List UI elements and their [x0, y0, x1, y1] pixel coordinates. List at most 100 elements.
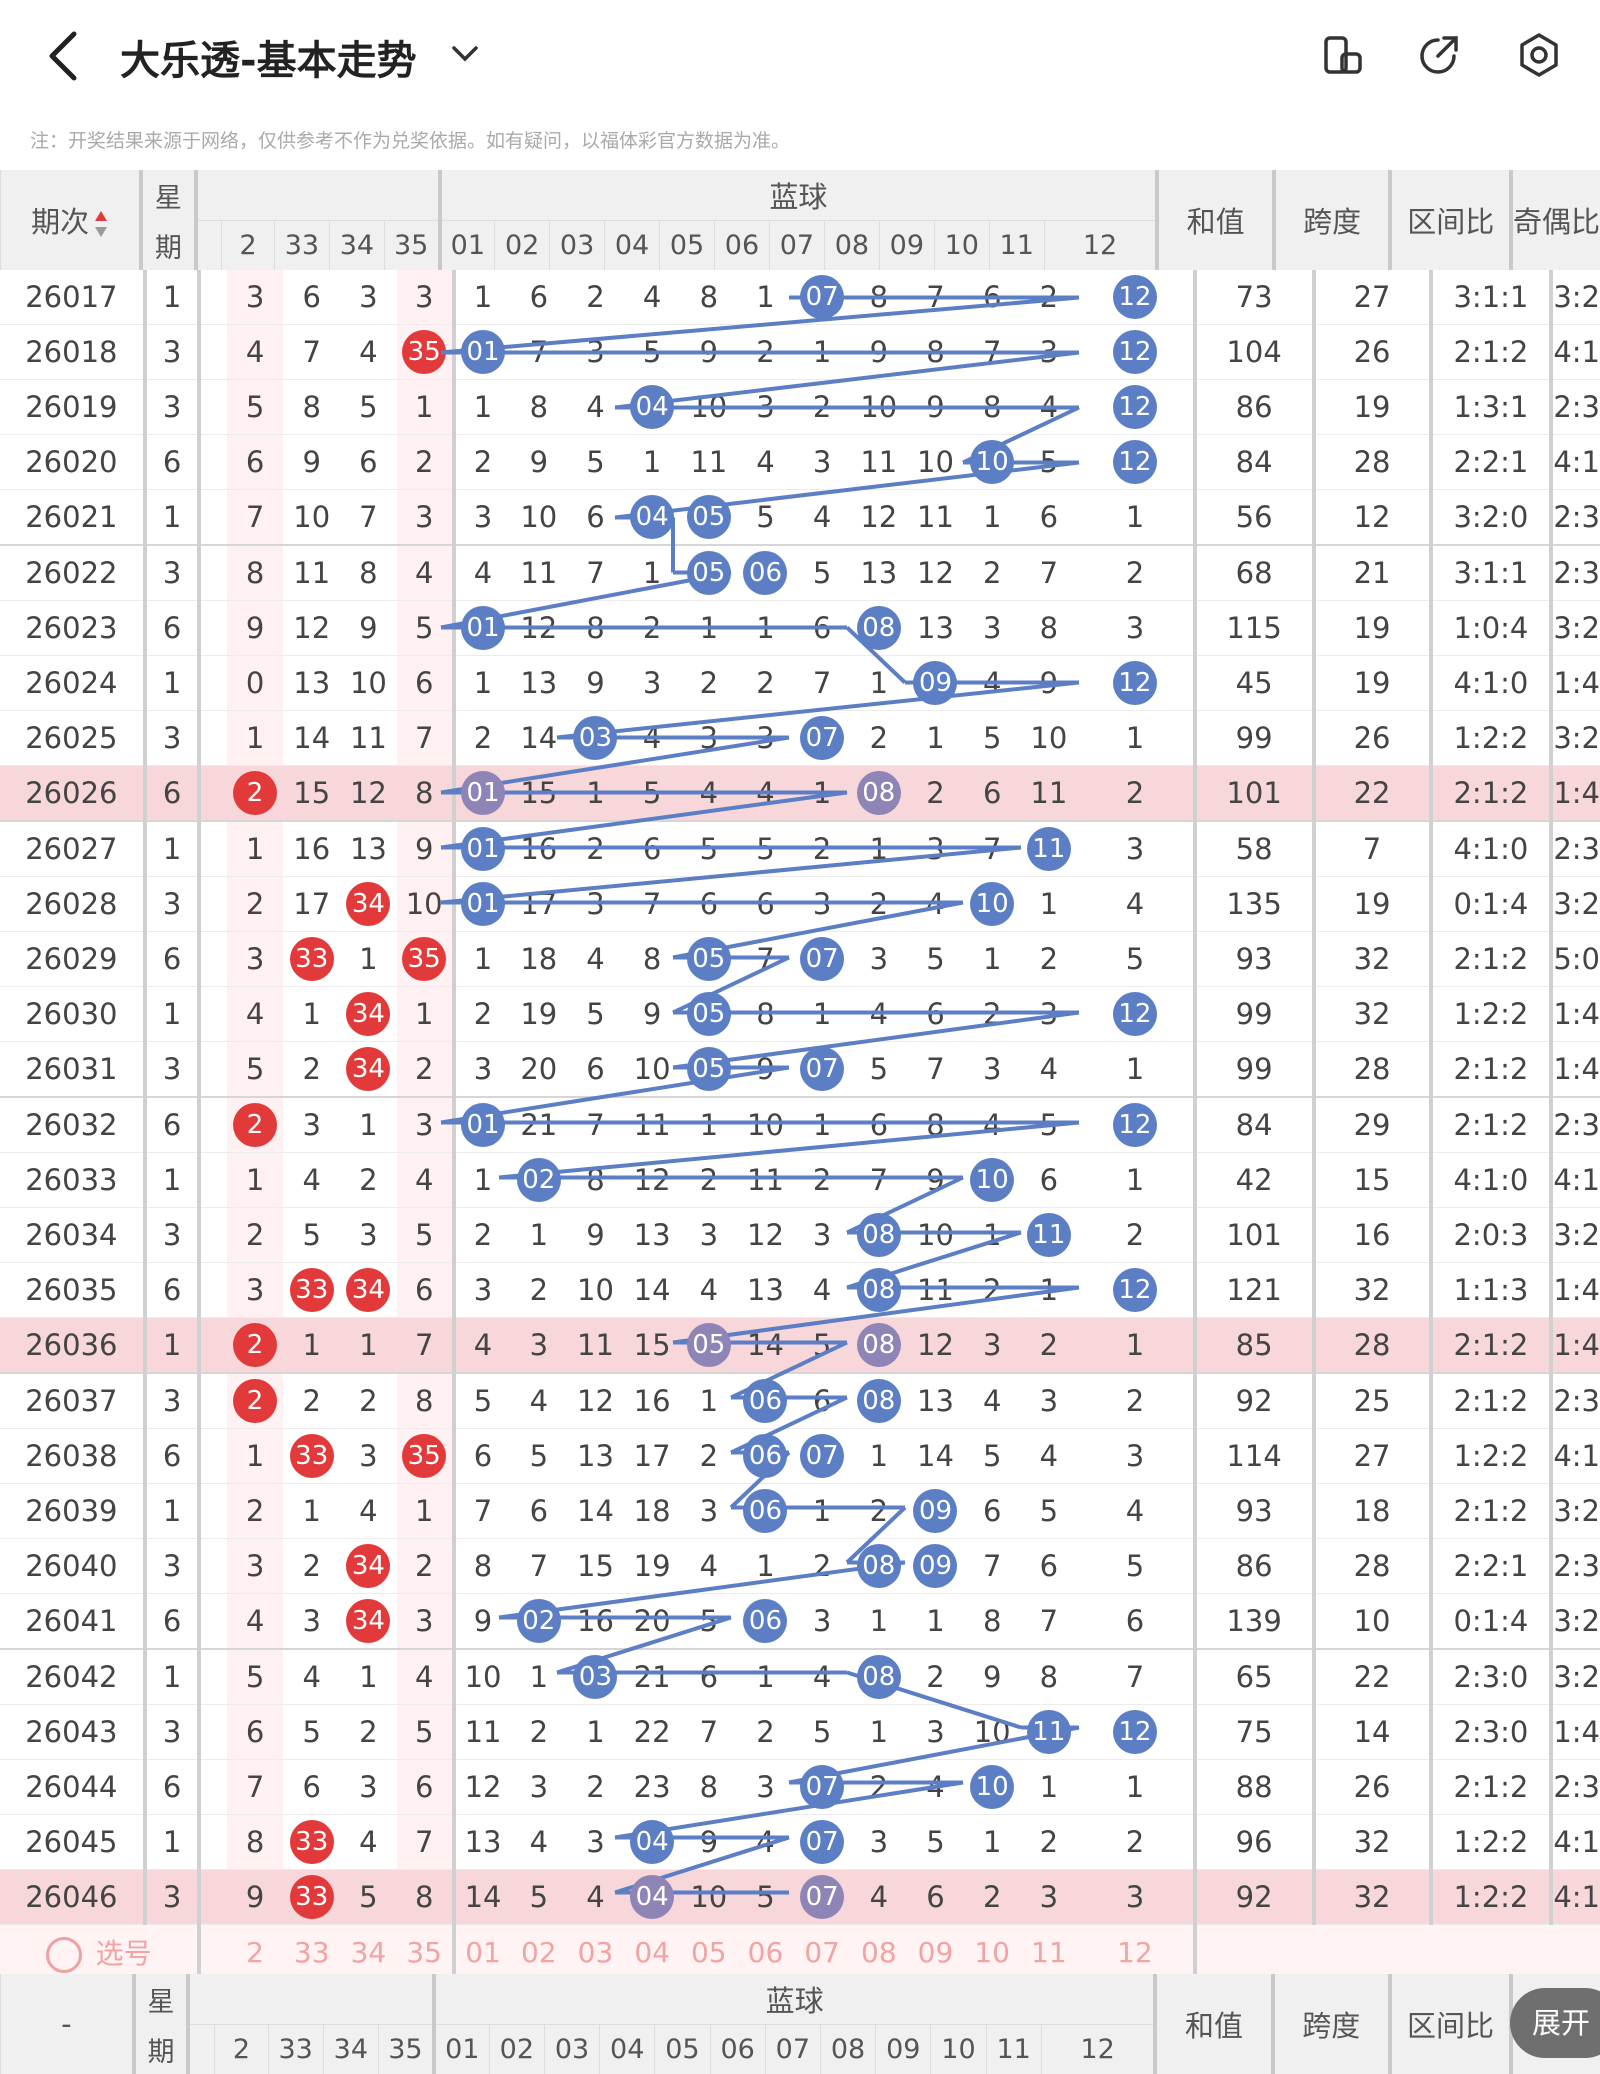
range-ratio-cell: 2:1:2 — [1428, 765, 1552, 822]
blue-miss-cell: 5 — [793, 1704, 851, 1760]
table-row[interactable]: 26026 6 2 15 12 8 01 15 1 5 4 4 1 08 2 6 11 2 101 22 2:1:2 1:… — [0, 765, 1600, 822]
period-cell: 26040 — [0, 1538, 145, 1594]
select-blue-cell[interactable]: 02 — [510, 1924, 568, 1980]
back-icon[interactable] — [38, 26, 88, 86]
table-row[interactable]: 26039 1 2 1 4 1 7 6 14 18 3 06 1 2 09 6 5 4 93 18 2:1:2 3:2 — [0, 1483, 1600, 1539]
blue-miss-cell: 3 — [680, 1483, 738, 1539]
table-row[interactable]: 26036 1 2 1 1 7 4 3 11 15 05 14 5 08 12 3 2 1 85 28 2:1:2 1:4 — [0, 1317, 1600, 1374]
select-blue-cell[interactable]: 09 — [907, 1924, 964, 1980]
page-title[interactable]: 大乐透-基本走势 — [120, 38, 417, 84]
blue-miss-cell: 2 — [1020, 1317, 1078, 1374]
select-red-cell[interactable]: 2 — [226, 1924, 284, 1980]
col-period-header[interactable]: 期次 — [0, 170, 142, 270]
blue-miss-cell: 18 — [510, 931, 568, 987]
table-row[interactable]: 26041 6 4 3 34 3 9 02 16 20 5 06 3 1 1 8 7 6 139 10 0:1:4 3:2 — [0, 1593, 1600, 1650]
range-ratio-cell: 1:2:2 — [1428, 1869, 1552, 1925]
blue-miss-cell: 1 — [1077, 489, 1195, 546]
blue-miss-cell: 5 — [451, 1373, 511, 1429]
red-miss-cell: 13 — [340, 821, 397, 877]
parity-ratio-cell: 4:1 — [1549, 1869, 1600, 1925]
select-blue-cell[interactable]: 04 — [623, 1924, 681, 1980]
blue-col-header: 01 — [437, 219, 495, 270]
table-row[interactable]: 26031 3 5 2 34 2 3 20 6 10 05 9 07 5 7 3 4 1 99 28 2:1:2 1:4 — [0, 1041, 1600, 1098]
table-row[interactable]: 26025 3 1 14 11 7 2 14 03 4 3 3 07 2 1 5 10 1 99 26 1:2:2 3:2 — [0, 710, 1600, 766]
blue-miss-cell: 1 — [1077, 1317, 1195, 1374]
table-row[interactable]: 26021 1 7 10 7 3 3 10 6 04 05 5 4 12 11 1 6 1 56 12 3:2:0 2:3 — [0, 489, 1600, 546]
period-cell: 26023 — [0, 600, 145, 656]
table-row[interactable]: 26046 3 9 33 5 8 14 5 4 04 10 5 07 4 6 2 3 3 92 32 1:2:2 4:1 — [0, 1869, 1600, 1925]
week-cell: 6 — [142, 1097, 200, 1153]
table-row[interactable]: 26038 6 1 33 3 35 6 5 13 17 2 06 07 1 14 5 4 3 114 27 1:2:2 4… — [0, 1428, 1600, 1484]
table-row[interactable]: 26022 3 8 11 8 4 4 11 7 1 05 06 5 13 12 2 7 2 68 21 3:1:1 2:3 — [0, 545, 1600, 601]
table-row[interactable]: 26027 1 1 16 13 9 01 16 2 6 5 5 2 1 3 7 11 3 58 7 4:1:0 2:3 — [0, 821, 1600, 877]
blue-ball: 04 — [630, 495, 675, 539]
red-miss-cell: 4 — [283, 1649, 341, 1705]
table-row[interactable]: 26033 1 1 4 2 4 1 02 8 12 2 11 2 7 9 10 6 1 42 15 4:1:0 4:1 — [0, 1152, 1600, 1208]
table-row[interactable]: 26035 6 3 33 34 6 3 2 10 14 4 13 4 08 11 2 1 12 121 32 1:1:3… — [0, 1262, 1600, 1318]
table-row[interactable]: 26024 1 0 13 10 6 1 13 9 3 2 2 7 1 09 4 9 12 45 19 4:1:0 1:4 — [0, 655, 1600, 711]
settings-icon[interactable] — [1514, 30, 1564, 80]
blue-miss-cell: 8 — [1020, 1649, 1078, 1705]
table-row[interactable]: 26030 1 4 1 34 1 2 19 5 9 05 8 1 4 6 2 3 12 99 32 1:2:2 1:4 — [0, 986, 1600, 1042]
table-row[interactable]: 26034 3 2 5 3 5 2 1 9 13 3 12 3 08 10 1 11 2 101 16 2:0:3 3:2 — [0, 1207, 1600, 1263]
select-blue-cell[interactable]: 11 — [1020, 1924, 1078, 1980]
chevron-down-icon[interactable] — [448, 36, 482, 70]
select-circle-icon[interactable] — [45, 1936, 82, 1973]
blue-miss-cell: 2 — [1077, 1373, 1195, 1429]
red-miss-cell: 15 — [283, 765, 341, 822]
share-icon[interactable] — [1414, 30, 1464, 80]
table-row[interactable]: 26019 3 5 8 5 1 1 8 4 04 10 3 2 10 9 8 4 12 86 19 1:3:1 2:3 — [0, 379, 1600, 435]
period-cell: 26032 — [0, 1097, 145, 1153]
blue-miss-cell: 1 — [737, 1649, 794, 1705]
blue-ball: 08 — [856, 1323, 901, 1367]
blue-miss-cell: 5 — [510, 1428, 568, 1484]
table-row[interactable]: 26029 6 3 33 1 35 1 18 4 8 05 7 07 3 5 1 2 5 93 32 2:1:2 5:0 — [0, 931, 1600, 987]
red-miss-cell: 4 — [340, 1483, 397, 1539]
table-row[interactable]: 26037 3 2 2 2 8 5 4 12 16 1 06 6 08 13 4 3 2 92 25 2:1:2 2:3 — [0, 1373, 1600, 1429]
table-row[interactable]: 26017 1 3 6 3 3 1 6 2 4 8 1 07 8 7 6 2 12 73 27 3:1:1 3:2 — [0, 270, 1600, 325]
blue-miss-cell: 1 — [963, 1814, 1021, 1870]
blue-miss-cell: 8 — [850, 270, 908, 325]
red-miss-cell: 2 — [396, 1041, 454, 1098]
table-row[interactable]: 26044 6 7 6 3 6 12 3 2 23 8 3 07 2 4 10 1 1 88 26 2:1:2 2:3 — [0, 1759, 1600, 1815]
blue-miss-cell: 3 — [623, 655, 681, 711]
select-blue-cell[interactable]: 12 — [1077, 1924, 1195, 1980]
range-ratio-cell: 0:1:4 — [1428, 876, 1552, 932]
blue-col-header: 04 — [604, 219, 660, 270]
select-blue-cell[interactable]: 08 — [850, 1924, 908, 1980]
parity-ratio-cell: 3:2 — [1549, 876, 1600, 932]
select-red-cell[interactable]: 35 — [396, 1924, 454, 1980]
parity-ratio-cell: 5:0 — [1549, 931, 1600, 987]
blue-miss-cell: 2 — [451, 1207, 511, 1263]
sort-icon[interactable] — [93, 209, 109, 239]
blue-miss-cell: 1 — [1020, 876, 1078, 932]
red-miss-cell: 2 — [340, 1704, 397, 1760]
col-period-header[interactable]: - — [0, 1974, 134, 2074]
blue-miss-cell: 3 — [907, 1704, 964, 1760]
table-row[interactable]: 26045 1 8 33 4 7 13 4 3 04 9 4 07 3 5 1 2 2 96 32 1:2:2 4:1 — [0, 1814, 1600, 1870]
select-red-cell[interactable]: 34 — [340, 1924, 397, 1980]
red-miss-cell: 5 — [340, 1869, 397, 1925]
blue-col-header: 02 — [488, 2023, 545, 2074]
select-blue-cell[interactable]: 03 — [567, 1924, 624, 1980]
table-row[interactable]: 26028 3 2 17 34 10 01 17 3 7 6 6 3 2 4 10 1 4 135 19 0:1:4 3:… — [0, 876, 1600, 932]
range-ratio-cell: 1:2:2 — [1428, 710, 1552, 766]
table-row[interactable]: 26023 6 9 12 9 5 01 12 8 2 1 1 6 08 13 3 8 3 115 19 1:0:4 3:2 — [0, 600, 1600, 656]
table-row[interactable]: 26040 3 3 2 34 2 8 7 15 19 4 1 2 08 09 7 6 5 86 28 2:2:1 2:3 — [0, 1538, 1600, 1594]
select-blue-cell[interactable]: 10 — [963, 1924, 1021, 1980]
table-row[interactable]: 26032 6 2 3 1 3 01 21 7 11 1 10 1 6 8 4 5 12 84 29 2:1:2 2:3 — [0, 1097, 1600, 1153]
table-row[interactable]: 26042 1 5 4 1 4 10 1 03 21 6 1 4 08 2 9 8 7 65 22 2:3:0 3:2 — [0, 1649, 1600, 1705]
select-label[interactable]: 选号 — [95, 1936, 152, 1970]
select-blue-cell[interactable]: 01 — [451, 1924, 511, 1980]
table-row[interactable]: 26020 6 6 9 6 2 2 9 5 1 11 4 3 11 10 10 5 12 84 28 2:2:1 4:1 — [0, 434, 1600, 490]
select-row[interactable]: 选号 2 33 34 35 01 02 03 04 05 06 07 08 09 10 11 12 — [0, 1924, 1600, 1980]
select-blue-cell[interactable]: 06 — [737, 1924, 794, 1980]
select-red-cell[interactable]: 33 — [283, 1924, 341, 1980]
table-row[interactable]: 26018 3 4 7 4 35 01 7 3 5 9 2 1 9 8 7 3 12 104 26 2:1:2 4:1 — [0, 324, 1600, 380]
select-blue-cell[interactable]: 07 — [793, 1924, 851, 1980]
table-row[interactable]: 26043 3 6 5 2 5 11 2 1 22 7 2 5 1 3 10 11 12 75 14 2:3:0 1:4 — [0, 1704, 1600, 1760]
select-blue-cell[interactable]: 05 — [680, 1924, 738, 1980]
expand-button[interactable]: 展开 — [1510, 1988, 1600, 2058]
week-cell: 1 — [142, 1814, 200, 1870]
layout-icon[interactable] — [1318, 30, 1368, 80]
